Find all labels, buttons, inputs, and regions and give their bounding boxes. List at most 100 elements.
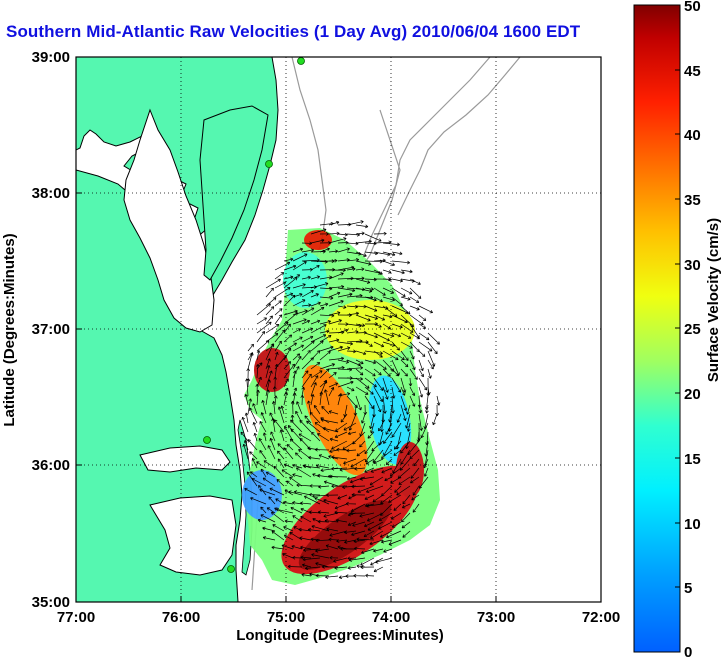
velocity-arrow — [291, 544, 303, 550]
velocity-arrow — [274, 363, 279, 379]
velocity-arrow — [364, 314, 378, 320]
velocity-arrow — [272, 386, 277, 397]
velocity-arrow — [303, 464, 321, 469]
velocity-arrow — [240, 431, 249, 442]
velocity-arrow — [244, 412, 249, 424]
velocity-arrow — [334, 431, 348, 439]
velocity-arrow — [356, 537, 375, 542]
velocity-arrow — [354, 466, 366, 471]
velocity-arrow — [256, 303, 271, 316]
velocity-arrow — [319, 379, 328, 397]
velocity-arrow — [311, 524, 330, 532]
velocity-arrow — [301, 303, 312, 307]
radar-stations — [203, 57, 305, 573]
velocity-arrow — [393, 449, 402, 456]
velocity-arrow — [401, 512, 411, 523]
velocity-arrow — [409, 395, 416, 407]
velocity-arrow — [336, 447, 348, 452]
velocity-arrow — [269, 487, 285, 496]
velocity-arrow — [273, 376, 278, 388]
velocity-arrow — [256, 317, 267, 325]
y-tick-label: 38:00 — [32, 185, 70, 202]
velocity-arrow — [241, 416, 249, 433]
delmarva-peninsula — [199, 105, 269, 281]
velocity-arrow — [366, 485, 384, 493]
velocity-arrow — [274, 340, 282, 352]
velocity-arrow — [252, 403, 258, 415]
velocity-arrow — [408, 377, 413, 387]
velocity-arrow — [301, 340, 315, 352]
velocity-arrow — [400, 404, 407, 421]
velocity-arrow — [329, 555, 339, 560]
velocity-arrow — [256, 461, 267, 469]
velocity-arrow — [283, 347, 292, 361]
velocity-arrow — [301, 290, 314, 298]
velocity-arrow — [321, 565, 339, 569]
velocity-arrow — [331, 455, 348, 460]
velocity-arrow — [391, 323, 403, 329]
velocity-arrow — [410, 476, 420, 484]
velocity-arrow — [391, 287, 406, 297]
velocity-arrow — [373, 377, 384, 391]
velocity-arrow — [310, 264, 320, 271]
velocity-arrow — [355, 323, 366, 328]
albemarle-sound — [139, 445, 231, 473]
velocity-arrow — [289, 476, 303, 487]
colorbar-ticks — [675, 4, 680, 653]
velocity-arrow — [401, 503, 411, 509]
velocity-arrow — [346, 359, 361, 367]
velocity-arrow — [271, 511, 285, 523]
velocity-arrow — [383, 548, 393, 553]
velocity-arrow — [355, 239, 372, 244]
velocity-arrow — [283, 534, 294, 541]
velocity-arrow — [310, 293, 319, 298]
colorbar-tick-label: 20 — [684, 386, 701, 403]
velocity-arrow — [342, 440, 357, 450]
velocity-arrow — [262, 526, 276, 532]
graticule — [76, 57, 601, 602]
velocity-arrow — [364, 332, 378, 339]
radar-station — [227, 565, 235, 573]
velocity-arrow — [359, 512, 375, 518]
velocity-arrow — [317, 473, 330, 478]
velocity-arrow — [391, 422, 402, 438]
velocity-arrow — [279, 429, 285, 442]
velocity-arrow — [284, 489, 294, 496]
velocity-arrow — [274, 308, 283, 316]
velocity-arrow — [353, 573, 366, 578]
velocity-arrow — [283, 277, 298, 289]
velocity-arrow — [270, 431, 276, 442]
velocity-arrow — [351, 530, 366, 537]
radar-station — [297, 57, 305, 65]
velocity-arrow — [292, 392, 297, 406]
velocity-blob-blue — [242, 470, 282, 520]
velocity-arrow — [337, 232, 348, 237]
velocity-arrow — [348, 413, 357, 431]
velocity-arrow — [400, 323, 414, 333]
velocity-arrow — [310, 228, 327, 235]
velocity-arrow — [364, 359, 377, 365]
velocity-arrow — [418, 332, 430, 341]
velocity-arrow — [329, 437, 339, 442]
velocity-arrow — [283, 361, 292, 370]
velocity-arrow — [310, 382, 317, 397]
velocity-arrow — [370, 530, 384, 539]
velocity-arrow — [265, 370, 273, 388]
velocity-arrow — [344, 530, 357, 535]
velocity-arrow — [390, 512, 402, 520]
velocity-arrow — [253, 432, 258, 442]
velocity-arrow — [271, 530, 285, 541]
velocity-arrow — [352, 521, 366, 527]
velocity-arrow — [300, 394, 305, 406]
velocity-arrow — [283, 447, 294, 460]
velocity-arrow — [274, 329, 286, 343]
velocity-arrow — [309, 411, 321, 424]
velocity-arrow — [267, 445, 276, 460]
velocity-arrow — [292, 501, 303, 505]
velocity-arrow — [347, 521, 357, 527]
velocity-arrow — [393, 440, 402, 450]
velocity-blob-red-west — [254, 348, 290, 392]
velocity-arrow — [409, 314, 424, 326]
velocity-arrow — [244, 394, 249, 406]
